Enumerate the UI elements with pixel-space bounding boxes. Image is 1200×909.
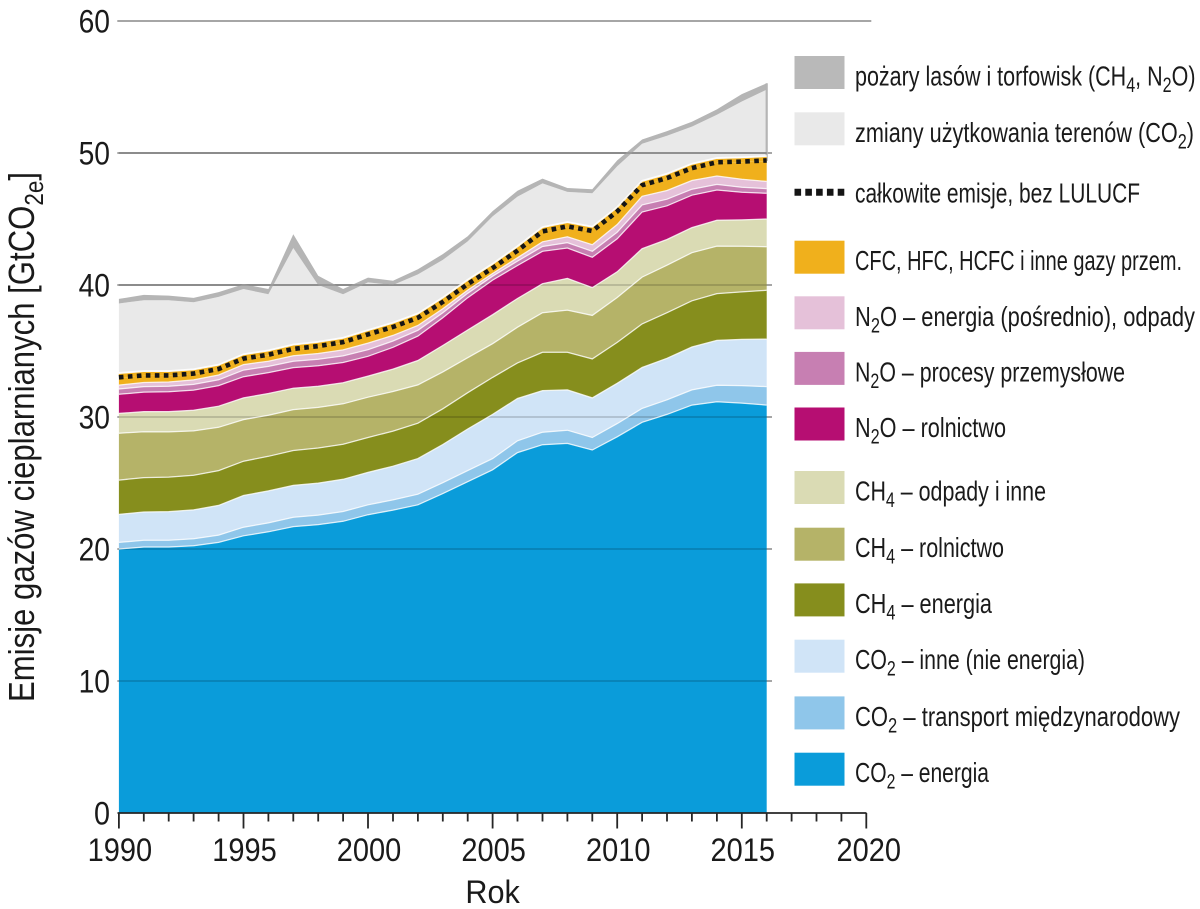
svg-text:CH4​ – rolnictwo: CH4​ – rolnictwo bbox=[855, 532, 1004, 569]
svg-text:CH4​ – energia: CH4​ – energia bbox=[855, 588, 992, 625]
svg-text:N2​O – rolnictwo: N2​O – rolnictwo bbox=[855, 412, 1006, 449]
svg-text:CO2​ – energia: CO2​ – energia bbox=[855, 757, 989, 794]
svg-text:1995: 1995 bbox=[212, 832, 277, 868]
svg-text:całkowite emisje, bez LULUCF: całkowite emisje, bez LULUCF bbox=[855, 177, 1140, 208]
svg-text:zmiany użytkowania terenów (CO: zmiany użytkowania terenów (CO2​) bbox=[855, 117, 1194, 154]
svg-text:50: 50 bbox=[79, 135, 110, 171]
svg-text:2010: 2010 bbox=[586, 832, 651, 868]
svg-text:Rok: Rok bbox=[465, 874, 520, 909]
svg-text:N2​O – energia (pośrednio), od: N2​O – energia (pośrednio), odpady bbox=[855, 301, 1195, 338]
svg-text:20: 20 bbox=[79, 531, 110, 567]
svg-text:Emisje gazów cieplarnianych [G: Emisje gazów cieplarnianych [GtCO2e] bbox=[1, 172, 49, 702]
svg-text:10: 10 bbox=[79, 663, 110, 699]
svg-text:CFC, HFC, HCFC i inne gazy prz: CFC, HFC, HCFC i inne gazy przem. bbox=[855, 245, 1182, 276]
svg-text:0: 0 bbox=[94, 795, 110, 831]
svg-text:60: 60 bbox=[79, 3, 110, 39]
svg-text:2005: 2005 bbox=[461, 832, 526, 868]
svg-text:1990: 1990 bbox=[88, 832, 153, 868]
svg-text:CO2​ – transport międzynarodow: CO2​ – transport międzynarodowy bbox=[855, 701, 1180, 738]
svg-text:2000: 2000 bbox=[337, 832, 402, 868]
svg-text:N2​O – procesy przemysłowe: N2​O – procesy przemysłowe bbox=[855, 356, 1125, 393]
svg-text:40: 40 bbox=[79, 267, 110, 303]
svg-text:2015: 2015 bbox=[711, 832, 776, 868]
svg-text:2020: 2020 bbox=[837, 832, 902, 868]
svg-text:pożary lasów i torfowisk (CH4​: pożary lasów i torfowisk (CH4​, N2​O) bbox=[855, 61, 1196, 98]
svg-text:30: 30 bbox=[79, 399, 110, 435]
